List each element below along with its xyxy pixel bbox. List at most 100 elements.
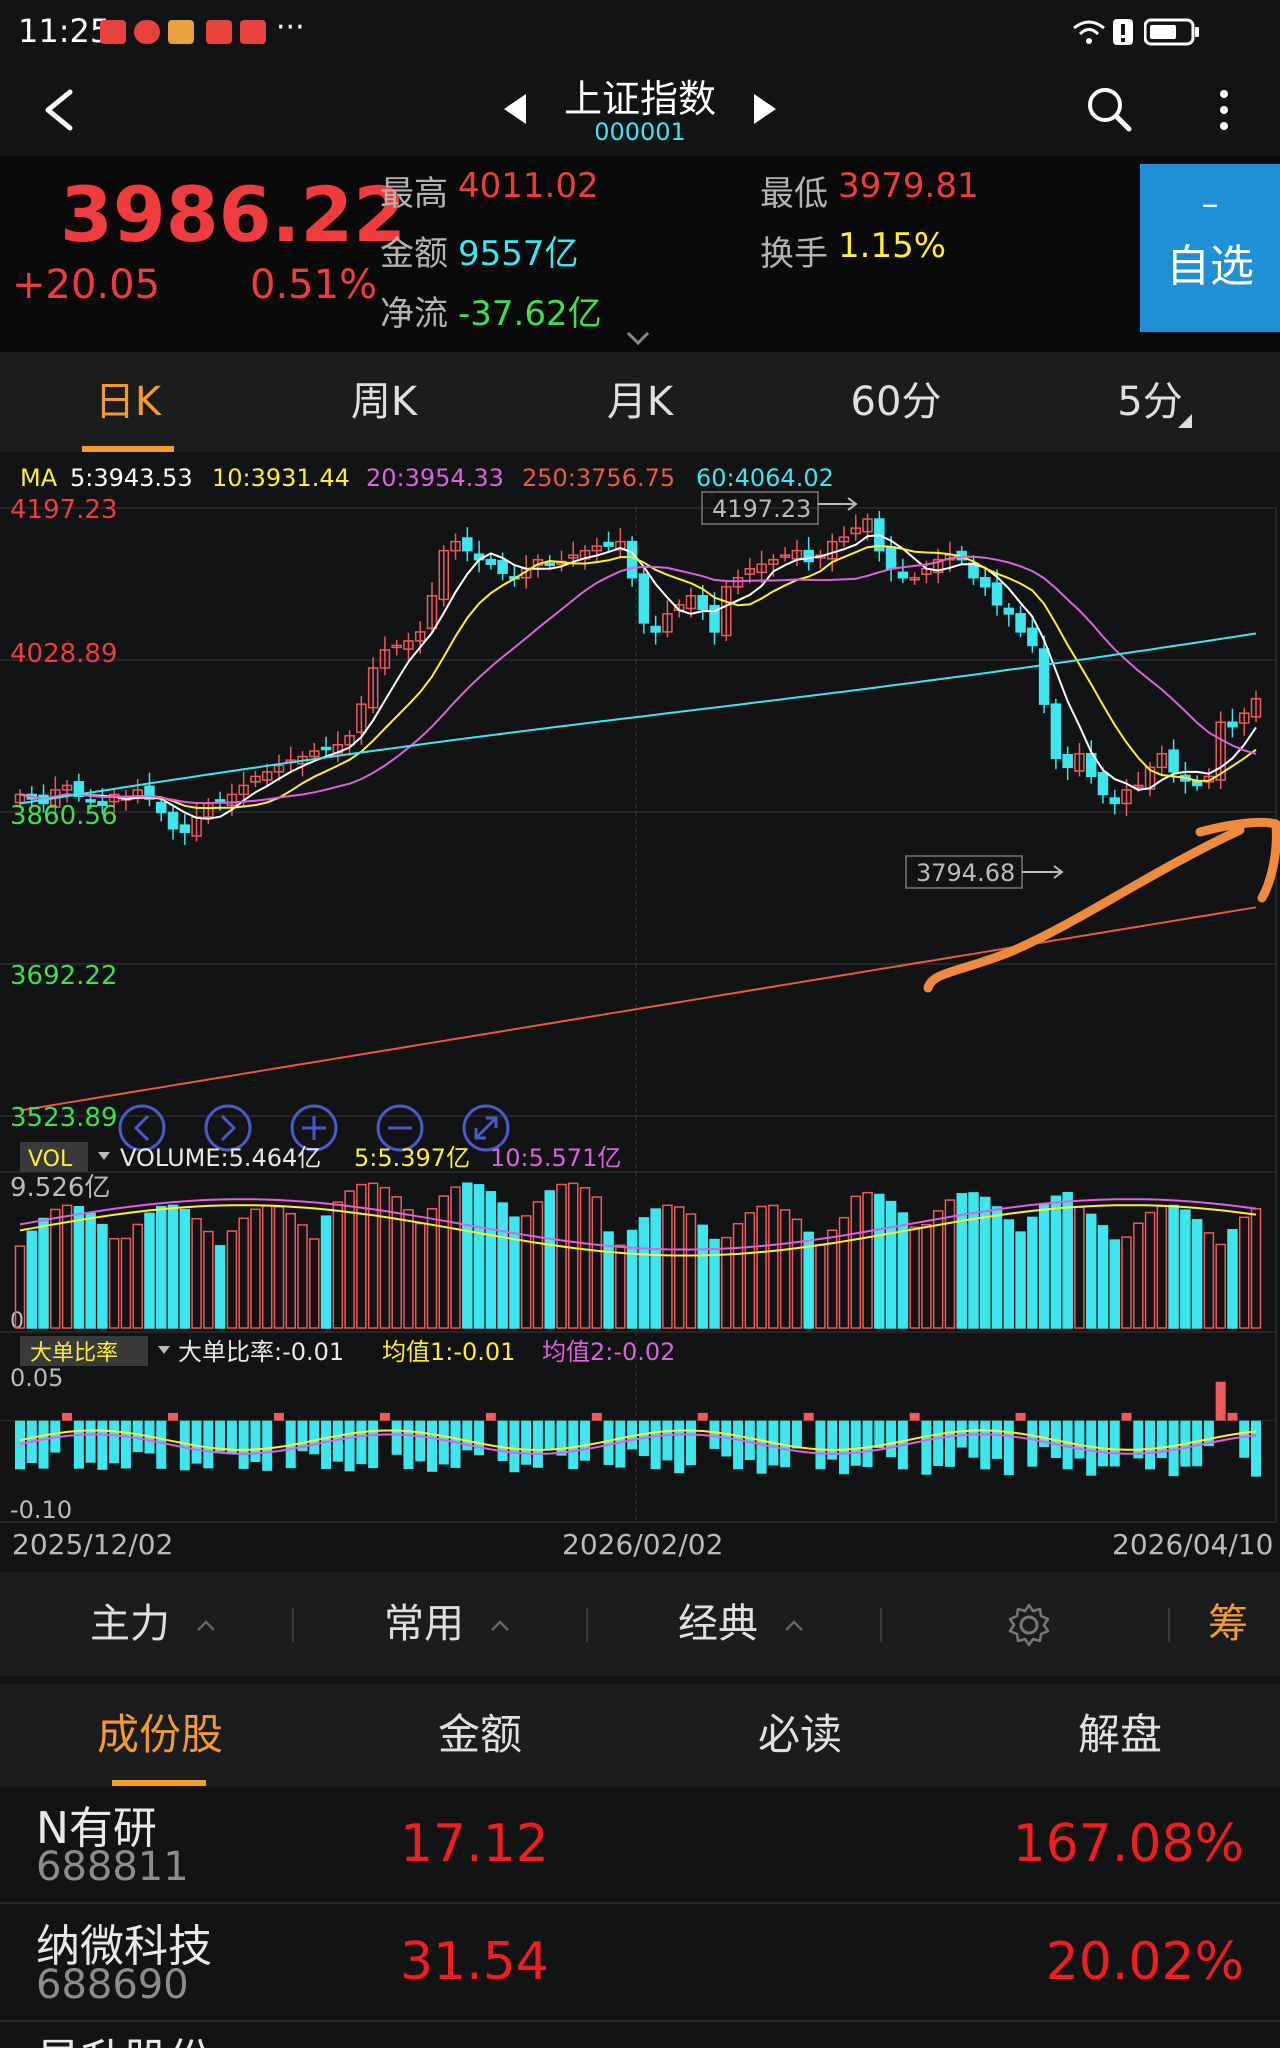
tab-amount[interactable]: 金额	[437, 1710, 522, 1759]
dropdown-corner-icon	[1178, 414, 1192, 428]
volume-ma5-line	[19, 1204, 1257, 1257]
volume-bar	[709, 1238, 720, 1329]
volume-bar	[1191, 1219, 1203, 1329]
volume-bar	[803, 1231, 814, 1329]
big-order-bar	[909, 1412, 920, 1421]
tab-daily[interactable]: 日K	[94, 379, 162, 425]
volume-dropdown-icon[interactable]	[98, 1152, 110, 1160]
volume-bar	[108, 1237, 120, 1329]
chevron-up-icon[interactable]	[784, 1618, 804, 1632]
zoom-in-button[interactable]	[290, 1104, 338, 1152]
previous-index-icon[interactable]	[502, 92, 528, 126]
volume-bar	[238, 1217, 249, 1329]
volume-ma10-line	[19, 1198, 1257, 1251]
big-order-avg1: 均值1:-0.01	[382, 1338, 515, 1366]
volume-bar	[332, 1201, 344, 1329]
big-order-bar	[273, 1412, 284, 1421]
list-item[interactable]: N有研 688811 17.12 167.08%	[0, 1786, 1280, 1904]
list-item[interactable]: 纳微科技 688690 31.54 20.02%	[0, 1904, 1280, 2022]
volume-bar	[909, 1226, 920, 1329]
toolbar-classic[interactable]: 经典	[678, 1601, 758, 1647]
candle-body	[1097, 772, 1109, 796]
volume-bar	[1227, 1229, 1238, 1329]
volume-bar	[414, 1222, 426, 1329]
candle-body	[709, 604, 720, 633]
big-order-tag-box[interactable]	[20, 1336, 148, 1366]
candle-body	[544, 562, 555, 567]
tab-analysis[interactable]: 解盘	[1077, 1710, 1162, 1759]
tab-5min[interactable]: 5分	[1117, 379, 1183, 425]
big-order-bar	[1168, 1420, 1179, 1477]
big-order-bar	[1156, 1420, 1167, 1459]
volume-bar	[662, 1204, 673, 1329]
search-icon[interactable]	[1086, 86, 1132, 132]
big-order-bar	[132, 1420, 143, 1453]
big-order-bar	[1251, 1420, 1261, 1477]
volume-bar	[203, 1230, 214, 1329]
scroll-right-button[interactable]	[204, 1104, 252, 1152]
tab-constituents[interactable]: 成份股	[96, 1710, 223, 1759]
kline-chart[interactable]: MA 5:3943.53 10:3931.44 20:3954.33 250:3…	[0, 452, 1280, 1572]
candle-body	[450, 540, 461, 552]
back-arrow-icon[interactable]	[40, 88, 76, 132]
big-order-bar	[791, 1420, 802, 1449]
candle-body	[991, 582, 1003, 606]
candle-body	[685, 595, 697, 610]
tab-60min[interactable]: 60分	[850, 379, 942, 425]
volume-bar	[1050, 1195, 1062, 1329]
big-order-avg1-line	[19, 1429, 1257, 1451]
candle-body	[156, 801, 167, 814]
big-order-bar	[1133, 1420, 1144, 1459]
tab-monthly[interactable]: 月K	[606, 379, 674, 425]
volume-tag[interactable]: VOL	[28, 1147, 73, 1172]
more-menu-icon[interactable]	[1214, 88, 1234, 132]
add-favorite-button[interactable]: – 自选	[1140, 164, 1280, 332]
fullscreen-button[interactable]	[462, 1104, 510, 1152]
chevron-up-icon[interactable]	[196, 1618, 216, 1632]
more-notifications-icon: ···	[276, 10, 305, 45]
expand-chevron-icon[interactable]	[626, 330, 650, 346]
candle-body	[1215, 721, 1226, 781]
next-index-icon[interactable]	[752, 92, 778, 126]
volume-bar	[509, 1216, 520, 1329]
kline-chart-svg[interactable]: MA 5:3943.53 10:3931.44 20:3954.33 250:3…	[0, 452, 1280, 1572]
volume-bar	[438, 1195, 450, 1329]
candle-body	[1238, 712, 1250, 724]
big-order-bar	[1203, 1420, 1214, 1447]
stock-price: 17.12	[400, 1814, 549, 1874]
volume-bar	[568, 1182, 579, 1329]
big-order-bar	[368, 1420, 379, 1469]
price-change: +20.05	[12, 262, 161, 308]
toolbar-main-force[interactable]: 主力	[90, 1601, 170, 1647]
volume-tag-box[interactable]	[20, 1142, 88, 1172]
candle-body	[1038, 648, 1050, 705]
toolbar-common[interactable]: 常用	[384, 1601, 464, 1647]
volume-bar	[791, 1218, 803, 1329]
candle-body	[768, 558, 779, 565]
toolbar-chip-distribution[interactable]: 筹	[1208, 1601, 1248, 1647]
big-order-dropdown-icon[interactable]	[158, 1346, 170, 1354]
big-order-tag[interactable]: 大单比率	[30, 1341, 118, 1366]
volume-bar	[179, 1208, 191, 1329]
volume-bar	[61, 1204, 73, 1329]
volume-bar	[1085, 1213, 1097, 1329]
notification-icon	[240, 20, 266, 44]
big-order-bar	[415, 1420, 426, 1462]
list-item[interactable]: 星升股份	[0, 2022, 1280, 2048]
chevron-up-icon[interactable]	[490, 1618, 510, 1632]
tab-must-read[interactable]: 必读	[757, 1710, 842, 1759]
big-order-bar	[1015, 1412, 1026, 1421]
candle-body	[638, 573, 650, 624]
constituent-tabs: 成份股 金额 必读 解盘	[0, 1684, 1280, 1786]
volume-bar	[132, 1223, 143, 1329]
big-order-bar	[1062, 1420, 1073, 1470]
zoom-out-button[interactable]	[376, 1104, 424, 1152]
stock-name: 星升股份	[36, 2024, 212, 2048]
scroll-left-button[interactable]	[118, 1104, 166, 1152]
volume-bar	[650, 1208, 661, 1329]
notification-icon	[134, 20, 160, 44]
tab-weekly[interactable]: 周K	[350, 379, 418, 425]
candle-body	[485, 558, 497, 565]
big-order-bar	[709, 1420, 720, 1449]
gear-icon[interactable]	[1006, 1602, 1052, 1648]
